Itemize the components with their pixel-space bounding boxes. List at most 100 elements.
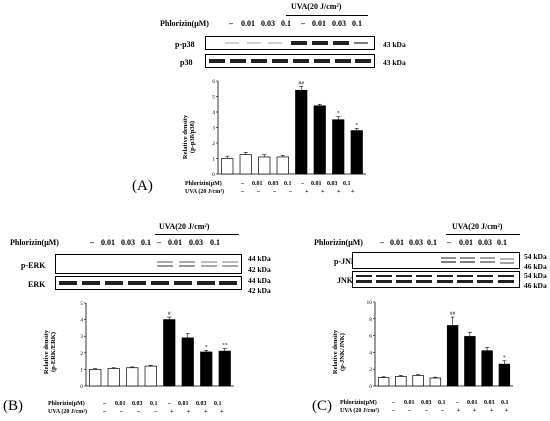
bar-c-7 — [481, 350, 493, 387]
kda-pp38: 43 kDa — [383, 40, 406, 49]
dose-a-5: – — [301, 19, 305, 28]
y-tick-label: 3 — [212, 126, 215, 132]
xtable-a-r2-8: + — [351, 189, 355, 195]
xtable-b-r1-8: 0.1 — [214, 401, 222, 407]
blot-image-perk — [55, 254, 242, 274]
ylabel-a-line2: (p-p38/p38) — [189, 120, 197, 154]
kda-perk-2: 42 kDa — [248, 265, 271, 274]
significance-mark: * — [355, 122, 358, 128]
xtable-c-r1-7: 0.03 — [484, 400, 495, 406]
kda-pjnk-1: 54 kDa — [524, 252, 547, 261]
blot-image-pp38 — [205, 36, 375, 50]
y-tick-label: 5 — [80, 301, 83, 307]
uva-header-b: UVA(20 J/cm²) — [159, 222, 210, 231]
bar-b-3 — [126, 367, 139, 387]
bar-c-5 — [446, 325, 459, 387]
bar-b-6 — [181, 337, 194, 387]
xtable-b-r2-3: – — [137, 409, 140, 415]
y-tick-label: 1 — [212, 157, 215, 163]
y-tick-label: 10 — [367, 300, 373, 306]
bar-a-2 — [239, 154, 252, 175]
uva-header-line-c — [446, 234, 520, 235]
bar-a-8 — [350, 130, 363, 175]
significance-mark: ## — [450, 311, 456, 317]
dose-a-3: 0.03 — [261, 19, 275, 28]
dose-b-3: 0.03 — [121, 238, 135, 247]
xtable-a-r1-5: – — [301, 181, 304, 187]
bar-c-2 — [395, 375, 407, 387]
kda-p38: 43 kDa — [383, 58, 406, 67]
xtable-b-r2-1: – — [103, 409, 106, 415]
bar-c-6 — [464, 336, 476, 387]
bar-c-1 — [377, 377, 390, 387]
uva-header-a: UVA(20 J/cm²) — [291, 2, 342, 11]
bar-a-3 — [258, 156, 271, 175]
significance-mark: * — [337, 111, 340, 117]
kda-jnk-2: 46 kDa — [524, 281, 547, 290]
xtable-a-r1-2: 0.01 — [252, 181, 263, 187]
dose-row-c: – 0.01 0.03 0.1 – 0.01 0.03 0.1 — [380, 238, 530, 248]
y-tick-label: 0 — [212, 172, 215, 178]
xtable-c-row2-label: UVA (20 J/cm²) — [340, 408, 380, 414]
kda-erk-2: 42 kDa — [248, 286, 271, 295]
blot-label-pp38: p-p38 — [175, 40, 195, 49]
xtable-b-r2-6: + — [187, 409, 191, 415]
xtable-a-r2-5: + — [305, 189, 309, 195]
xtable-b-r2-4: – — [154, 409, 157, 415]
xtable-c-r1-5: – — [456, 400, 459, 406]
y-tick-label: 4 — [80, 318, 83, 324]
dose-b-4: 0.1 — [141, 238, 151, 247]
dose-c-4: 0.1 — [427, 238, 437, 247]
ylabel-b-line1: Relative density — [43, 329, 51, 375]
xtable-a-r2-6: + — [321, 189, 325, 195]
xtable-a-r1-3: 0.03 — [268, 181, 279, 187]
xtable-c-r2-5: + — [457, 408, 461, 414]
ylabel-a: Relative density (p-p38/p38) — [182, 100, 227, 180]
xtable-b-r1-1: – — [103, 401, 106, 407]
xtable-b-r1-7: 0.03 — [196, 401, 207, 407]
xtable-c-r2-4: – — [441, 408, 444, 414]
bar-c-4 — [429, 377, 442, 387]
significance-mark: * — [205, 344, 208, 350]
xtable-b-r1-5: – — [168, 401, 171, 407]
xtable-c-r1-2: 0.01 — [404, 400, 415, 406]
dose-b-5: – — [157, 238, 161, 247]
xtable-a-r2-7: + — [337, 189, 341, 195]
uva-header-line-a — [286, 15, 368, 16]
blot-label-perk: p-ERK — [21, 261, 46, 270]
bar-a-7 — [332, 119, 345, 175]
bar-a-5 — [295, 89, 308, 175]
y-tick-label: 0 — [369, 384, 372, 390]
xtable-b-row2-label: UVA (20 J/cm²) — [48, 409, 88, 415]
bar-b-8 — [218, 350, 231, 387]
xtable-a-row1-label: Phlorizin(μM) — [185, 181, 222, 187]
dose-a-1: – — [229, 19, 233, 28]
xtable-a-r2-3: – — [273, 189, 276, 195]
dose-b-8: 0.1 — [210, 238, 220, 247]
xtable-c-row1-label: Phlorizin(μM) — [340, 400, 377, 406]
dose-a-8: 0.1 — [352, 19, 362, 28]
y-tick-label: 4 — [212, 110, 215, 116]
bar-a-6 — [313, 105, 326, 175]
xtable-b-r2-5: + — [170, 409, 174, 415]
blot-label-p38: p38 — [180, 58, 193, 67]
dose-row-b: – 0.01 0.03 0.1 – 0.01 0.03 0.1 — [90, 238, 240, 248]
uva-header-c: UVA(20 J/cm²) — [452, 222, 503, 231]
ylabel-c-line2: (p-JNK/JNK) — [339, 333, 347, 371]
xtable-b: Phlorizin(μM) UVA (20 J/cm²) – 0.01 0.03… — [48, 401, 248, 421]
dose-label-b: Phlorizin(μM) — [10, 238, 59, 247]
significance-mark: # — [168, 311, 171, 317]
dose-label-c: Phlorizin(μM) — [314, 238, 363, 247]
xtable-b-r2-7: + — [204, 409, 208, 415]
dose-c-7: 0.03 — [478, 238, 492, 247]
xtable-a-r2-4: – — [289, 189, 292, 195]
y-tick-label: 0 — [80, 384, 83, 390]
significance-mark: ** — [222, 343, 228, 349]
ylabel-c-line1: Relative density — [332, 329, 340, 375]
bar-b-7 — [200, 351, 213, 387]
blot-image-jnk — [352, 271, 520, 288]
xtable-a-r1-7: 0.03 — [327, 181, 338, 187]
uva-header-line-b — [155, 234, 239, 235]
bar-chart-c: 0 2 4 6 8 10 ## * — [367, 300, 513, 390]
